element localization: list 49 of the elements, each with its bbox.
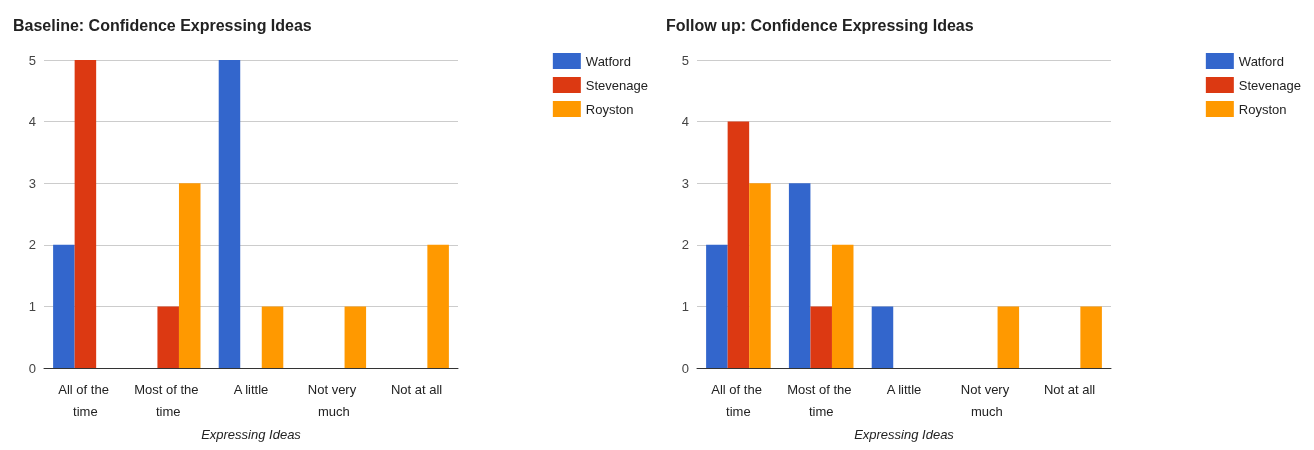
bar — [1080, 306, 1102, 368]
x-axis-title: Expressing Ideas — [201, 427, 302, 442]
bar — [427, 244, 449, 368]
x-tick-label: Not at all — [1043, 381, 1096, 397]
bar — [871, 306, 894, 368]
bar — [53, 244, 75, 368]
bar — [157, 306, 179, 368]
x-axis-title: Expressing Ideas — [854, 427, 955, 442]
y-tick-label: 3 — [28, 175, 36, 191]
legend-label: Royston — [585, 101, 634, 117]
x-tick-label: A little — [886, 381, 922, 397]
y-tick-label: 2 — [681, 237, 689, 253]
y-tick-label: 4 — [28, 114, 36, 130]
x-tick-label: Not very much — [307, 381, 360, 419]
bar — [788, 183, 811, 368]
legend-label: Watford — [585, 53, 631, 69]
x-tick-label: Most of the time — [134, 381, 203, 419]
x-tick-label: A little — [233, 381, 269, 397]
y-tick-label: 0 — [28, 360, 36, 376]
y-tick-label: 1 — [28, 298, 36, 314]
x-tick-label: Not at all — [390, 381, 443, 397]
x-tick-label: Not very much — [960, 381, 1013, 419]
y-tick-label: 0 — [681, 360, 689, 376]
legend-label: Royston — [1238, 101, 1287, 117]
bar — [74, 60, 97, 368]
y-tick-label: 5 — [681, 52, 689, 68]
bar — [727, 121, 750, 368]
y-tick-label: 4 — [681, 114, 689, 130]
x-tick-label: All of the time — [711, 381, 766, 419]
bar — [261, 306, 284, 368]
bar — [831, 244, 854, 368]
legend-label: Stevenage — [1238, 77, 1302, 93]
legend-label: Watford — [1238, 53, 1284, 69]
y-tick-label: 2 — [28, 237, 36, 253]
chart-title: Baseline: Confidence Expressing Ideas — [13, 16, 312, 34]
bar — [810, 306, 832, 368]
bar — [997, 306, 1020, 368]
bar — [344, 306, 367, 368]
y-tick-label: 5 — [28, 52, 36, 68]
legend-label: Stevenage — [585, 77, 649, 93]
bar — [178, 183, 201, 368]
x-tick-label: Most of the time — [787, 381, 856, 419]
y-tick-label: 1 — [681, 298, 689, 314]
x-tick-label: All of the time — [58, 381, 113, 419]
y-tick-label: 3 — [681, 175, 689, 191]
chart-title: Follow up: Confidence Expressing Ideas — [666, 16, 974, 34]
bar — [706, 244, 728, 368]
bar — [749, 183, 771, 368]
bar — [218, 60, 241, 368]
